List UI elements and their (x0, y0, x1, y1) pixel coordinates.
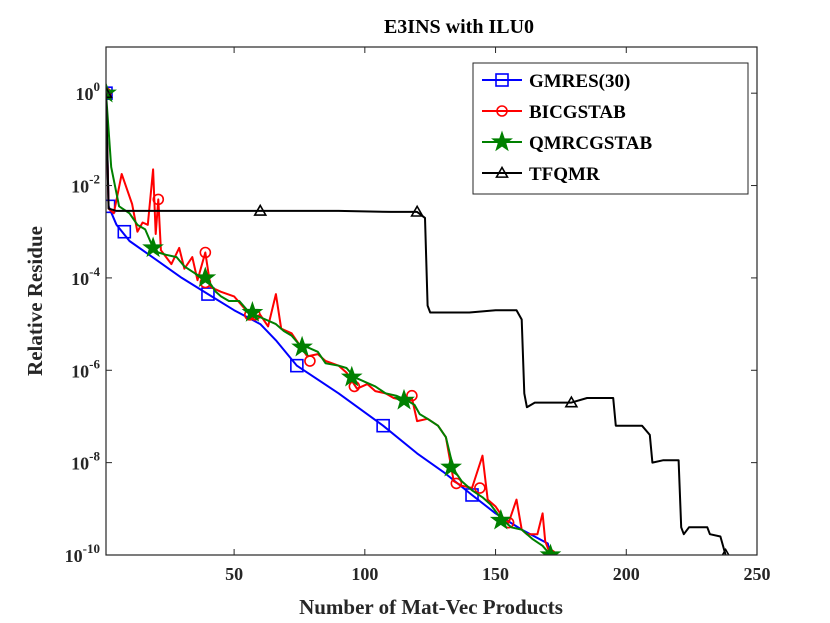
legend-marker-bicgstab (496, 105, 508, 117)
legend-marker-tfqmr (495, 165, 509, 178)
data-point-bicgstab (304, 355, 316, 367)
data-point-tfqmr (721, 547, 730, 555)
series-tfqmr (106, 86, 730, 555)
x-tick-label: 50 (225, 564, 243, 584)
x-tick-label: 250 (744, 564, 771, 584)
chart-title: E3INS with ILU0 (384, 16, 534, 38)
data-point-qmrcgstab (241, 301, 264, 322)
data-point-bicgstab (199, 246, 212, 259)
data-point-tfqmr (253, 203, 268, 216)
series-line-qmrcgstab (106, 93, 552, 555)
data-point-qmrcgstab (291, 335, 313, 357)
data-point-bicgstab (152, 193, 165, 206)
data-point-qmrcgstab (106, 81, 117, 103)
data-point-qmrcgstab (142, 236, 164, 258)
series-line-gmres-30 (106, 93, 552, 555)
data-point-tfqmr (106, 86, 113, 99)
series-qmrcgstab (106, 81, 562, 555)
data-point-tfqmr (564, 395, 579, 408)
y-tick-label: 100 (76, 79, 101, 104)
y-tick-label: 10-2 (71, 172, 100, 197)
data-point-bicgstab (450, 477, 463, 490)
legend-marker-gmres-30 (495, 73, 509, 87)
legend-label-tfqmr: TFQMR (529, 164, 600, 185)
legend-marker-qmrcgstab (491, 130, 513, 152)
x-tick-label: 200 (613, 564, 640, 584)
data-point-gmres-30 (201, 287, 215, 301)
data-point-qmrcgstab (194, 266, 217, 288)
legend-label-bicgstab: BICGSTAB (529, 102, 626, 123)
x-axis-title: Number of Mat-Vec Products (299, 595, 563, 619)
y-tick-label: 10-8 (71, 449, 100, 474)
plot-frame (105, 46, 758, 556)
data-point-gmres-30 (290, 358, 304, 373)
data-point-qmrcgstab (340, 365, 363, 387)
data-point-qmrcgstab (440, 455, 463, 477)
data-point-bicgstab (406, 389, 418, 402)
series-line-tfqmr (106, 93, 727, 555)
data-point-gmres-30 (117, 224, 132, 239)
series-layer (106, 81, 730, 555)
y-tick-label: 10-6 (71, 356, 100, 381)
data-point-qmrcgstab (539, 543, 562, 555)
y-tick-label: 10-4 (71, 264, 100, 289)
series-bicgstab (106, 87, 557, 555)
data-point-qmrcgstab (489, 508, 512, 530)
data-point-bicgstab (474, 482, 486, 494)
data-point-gmres-30 (376, 418, 390, 433)
x-tick-label: 150 (482, 564, 509, 584)
axis-layer: 50 100 150 200 250 100 10-2 10-4 10-6 10-8 10-10 (65, 47, 771, 584)
y-axis-title: Relative Residue (23, 226, 47, 376)
y-tick-label: 10-10 (65, 541, 100, 566)
data-point-qmrcgstab (393, 388, 415, 410)
legend-items: GMRES(30) BICGSTAB QMRCGSTAB TFQMR (482, 71, 652, 185)
x-tick-label: 100 (351, 564, 378, 584)
data-point-tfqmr (410, 204, 424, 217)
legend-label-qmrcgstab: QMRCGSTAB (529, 133, 652, 154)
legend: GMRES(30) BICGSTAB QMRCGSTAB TFQMR (472, 62, 749, 195)
legend-label-gmres-30: GMRES(30) (529, 71, 630, 92)
